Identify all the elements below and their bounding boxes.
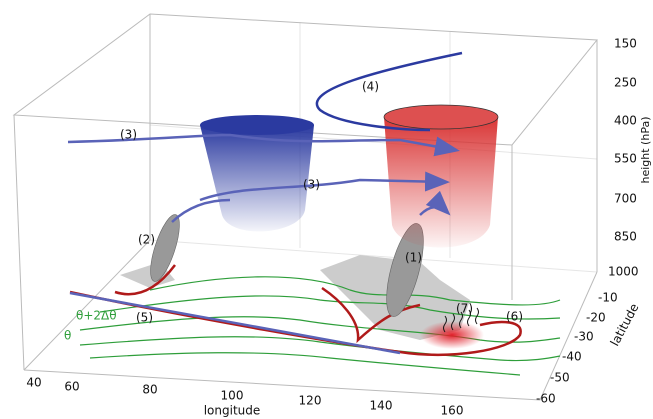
label: (6) — [506, 310, 523, 324]
tick-label: -60 — [536, 392, 556, 406]
diagram: 150 250 400 550 700 850 1000 height (hPa… — [0, 0, 653, 419]
tick-label: -30 — [574, 330, 594, 344]
axis-title: latitude — [608, 301, 642, 348]
tick-label: 150 — [614, 37, 637, 51]
latitude-axis: -10 -20 -30 -40 -50 -60 latitude — [536, 291, 642, 406]
height-axis: 150 250 400 550 700 850 1000 height (hPa… — [608, 37, 652, 279]
label: θ — [64, 329, 71, 343]
tick-label: 700 — [614, 192, 637, 206]
label: (3) — [120, 128, 137, 142]
tick-label: 850 — [614, 230, 637, 244]
label: (5) — [136, 311, 153, 325]
label: (3) — [303, 178, 320, 192]
label: (2) — [138, 233, 155, 247]
tick-label: 100 — [221, 389, 244, 403]
tick-label: 140 — [370, 399, 393, 413]
longitude-axis: 40 60 80 100 120 140 160 longitude — [26, 376, 463, 418]
label: (4) — [362, 80, 379, 94]
tick-label: 80 — [142, 383, 157, 397]
label: (7) — [456, 302, 473, 316]
tick-label: 40 — [26, 376, 41, 390]
tick-label: -20 — [586, 311, 606, 325]
tick-label: -40 — [562, 350, 582, 364]
tick-label: 400 — [614, 114, 637, 128]
tick-label: -10 — [598, 291, 618, 305]
tick-label: 550 — [614, 152, 637, 166]
tick-label: -50 — [550, 371, 570, 385]
axis-title: longitude — [204, 404, 261, 418]
tick-label: 250 — [614, 76, 637, 90]
warm-ridge-top — [384, 105, 498, 129]
label: θ+2Δθ — [76, 309, 117, 323]
theta-contours — [80, 277, 560, 375]
tick-label: 120 — [299, 394, 322, 408]
tick-label: 60 — [64, 380, 79, 394]
cold-trough-top — [200, 115, 314, 135]
tick-label: 1000 — [608, 265, 639, 279]
axis-title: height (hPa) — [639, 117, 652, 184]
tick-label: 160 — [441, 404, 464, 418]
label: (1) — [405, 251, 422, 265]
